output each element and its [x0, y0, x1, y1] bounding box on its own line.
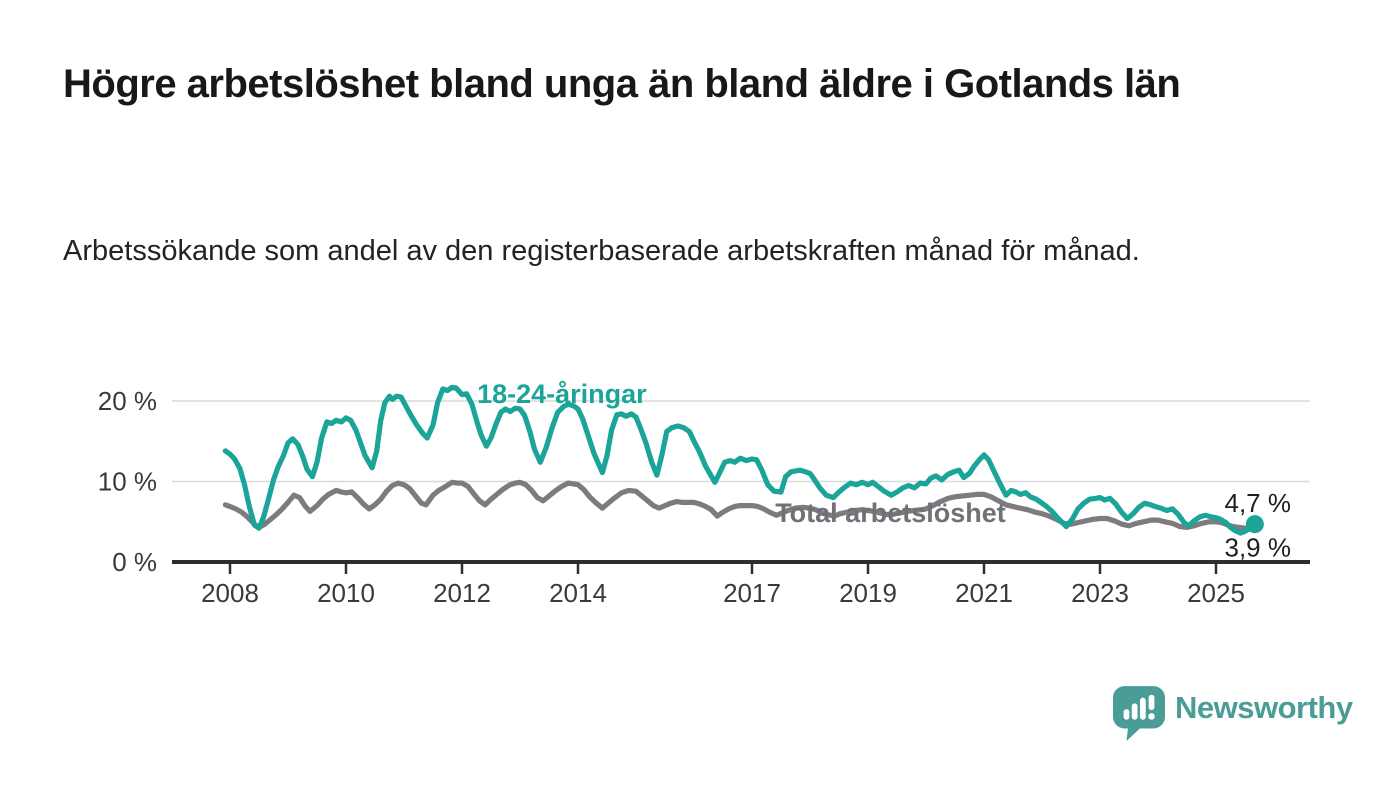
y-tick-label: 10 %: [98, 467, 157, 497]
x-tick-label: 2019: [839, 578, 897, 608]
series-line-total-arbetsl-shet: [222, 479, 1258, 534]
x-tick-label: 2025: [1187, 578, 1245, 608]
youth-end-value: 4,7 %: [1225, 488, 1292, 518]
x-tick-label: 2023: [1071, 578, 1129, 608]
x-tick-label: 2021: [955, 578, 1013, 608]
exclamation-bar: [1148, 694, 1155, 711]
bar-medium: [1131, 703, 1138, 720]
bar-small: [1123, 709, 1130, 720]
page-subtitle: Arbetssökande som andel av den registerb…: [63, 235, 1140, 267]
x-tick-label: 2012: [433, 578, 491, 608]
youth-series-label: 18-24-åringar: [477, 379, 647, 409]
x-tick-label: 2014: [549, 578, 607, 608]
series-end-dot: [1245, 515, 1264, 534]
total-series-label: Total arbetslöshet: [775, 498, 1006, 528]
x-tick-label: 2008: [201, 578, 259, 608]
newsworthy-wordmark: Newsworthy: [1175, 690, 1353, 725]
speech-bubble-shape: [1113, 686, 1165, 741]
x-tick-label: 2010: [317, 578, 375, 608]
y-tick-label: 20 %: [98, 386, 157, 416]
exclamation-dot: [1148, 713, 1155, 720]
x-tick-label: 2017: [723, 578, 781, 608]
y-tick-label: 0 %: [112, 547, 157, 577]
newsworthy-logo[interactable]: Newsworthy: [1113, 684, 1353, 744]
total-end-value: 3,9 %: [1225, 533, 1292, 563]
page-title: Högre arbetslöshet bland unga än bland ä…: [63, 62, 1181, 106]
series-line-18-24-ringar: [222, 384, 1258, 536]
newsworthy-icon: [1113, 686, 1165, 741]
bar-tall: [1139, 697, 1146, 720]
